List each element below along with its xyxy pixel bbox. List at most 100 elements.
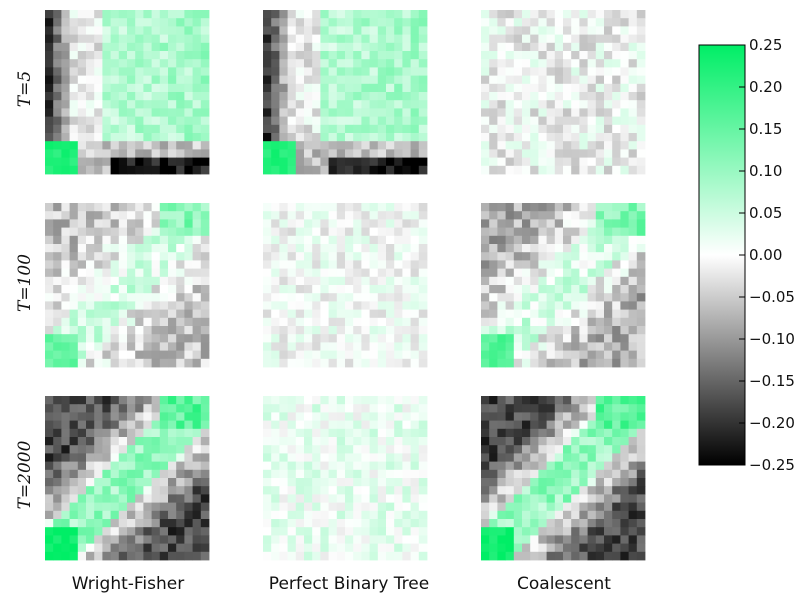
heatmap-cell — [369, 252, 379, 261]
heatmap-cell — [200, 133, 210, 142]
heatmap-cell — [86, 10, 95, 19]
heatmap-cell — [320, 116, 329, 126]
heatmap-cell — [394, 59, 403, 68]
heatmap-cell — [86, 92, 95, 101]
heatmap-cell — [402, 10, 411, 19]
heatmap-cell — [192, 51, 202, 60]
heatmap-cell — [604, 396, 613, 405]
heatmap-cell — [369, 342, 379, 351]
heatmap-cell — [102, 334, 111, 343]
heatmap-cell — [571, 124, 580, 134]
heatmap-cell — [118, 51, 128, 60]
heatmap-cell — [353, 301, 362, 310]
heatmap-cell — [554, 219, 564, 228]
heatmap-cell — [481, 244, 490, 253]
heatmap-cell — [143, 301, 152, 310]
heatmap-cell — [636, 133, 646, 142]
heatmap-cell — [336, 59, 346, 68]
heatmap-cell — [320, 445, 329, 454]
heatmap-cell — [636, 108, 646, 117]
heatmap-cell — [143, 42, 152, 52]
heatmap-cell — [110, 437, 120, 446]
heatmap-cell — [636, 551, 646, 561]
heatmap-cell — [636, 350, 646, 360]
heatmap-cell — [563, 165, 572, 175]
heatmap-cell — [279, 510, 288, 520]
heatmap-cell — [386, 445, 395, 454]
heatmap-cell — [377, 317, 387, 327]
heatmap-cell — [513, 502, 523, 512]
heatmap-cell — [102, 100, 111, 109]
heatmap-cell — [271, 18, 280, 27]
heatmap-cell — [563, 211, 572, 220]
heatmap-cell — [45, 461, 54, 471]
heatmap-cell — [295, 453, 305, 462]
heatmap-cell — [287, 404, 297, 413]
heatmap-cell — [135, 75, 144, 85]
heatmap-cell — [522, 18, 531, 27]
heatmap-cell — [571, 494, 580, 503]
heatmap-cell — [184, 510, 193, 520]
heatmap-cell — [86, 211, 95, 220]
heatmap-cell — [579, 285, 588, 294]
heatmap-cell — [579, 412, 588, 421]
heatmap-cell — [386, 133, 395, 142]
heatmap-cell — [377, 83, 387, 93]
heatmap-cell — [377, 18, 387, 27]
heatmap-cell — [320, 83, 329, 93]
heatmap-cell — [604, 203, 613, 212]
heatmap-cell — [45, 342, 54, 351]
heatmap-cell — [402, 326, 411, 335]
heatmap-cell — [418, 461, 428, 471]
heatmap-cell — [135, 486, 144, 495]
heatmap-cell — [636, 141, 646, 150]
heatmap-cell — [628, 469, 638, 479]
heatmap-cell — [489, 334, 498, 343]
heatmap-cell — [563, 342, 572, 351]
heatmap-cell — [571, 165, 580, 175]
heatmap-cell — [263, 404, 272, 413]
heatmap-cell — [271, 317, 280, 327]
heatmap-cell — [53, 18, 62, 27]
heatmap-cell — [110, 108, 120, 117]
heatmap-cell — [151, 358, 161, 368]
heatmap-cell — [328, 211, 338, 220]
heatmap-cell — [320, 350, 329, 360]
heatmap-cell — [102, 10, 111, 19]
heatmap-cell — [271, 535, 280, 544]
heatmap-cell — [279, 428, 288, 438]
heatmap-cell — [418, 244, 428, 253]
heatmap-cell — [345, 527, 354, 536]
heatmap-cell — [159, 268, 169, 278]
heatmap-cell — [184, 404, 193, 413]
heatmap-cell — [200, 141, 210, 150]
heatmap-cell — [320, 42, 329, 52]
heatmap-cell — [530, 494, 539, 503]
heatmap-cell — [386, 75, 395, 85]
heatmap-cell — [530, 317, 539, 327]
heatmap-cell — [563, 252, 572, 261]
heatmap-cell — [571, 543, 580, 553]
heatmap-cell — [386, 396, 395, 405]
heatmap-cell — [312, 486, 321, 495]
heatmap-cell — [636, 149, 646, 158]
heatmap-cell — [168, 519, 177, 528]
heatmap-cell — [563, 412, 572, 421]
heatmap-cell — [377, 535, 387, 544]
heatmap-cell — [271, 203, 280, 212]
heatmap-cell — [45, 527, 54, 536]
heatmap-cell — [345, 227, 354, 237]
heatmap-cell — [192, 141, 202, 150]
heatmap-cell — [530, 133, 539, 142]
heatmap-cell — [522, 358, 531, 368]
heatmap-cell — [538, 293, 547, 302]
heatmap-cell — [554, 412, 564, 421]
heatmap-cell — [86, 235, 95, 245]
heatmap-cell — [563, 149, 572, 158]
heatmap-cell — [505, 211, 515, 220]
heatmap-cell — [402, 116, 411, 126]
heatmap-cell — [489, 108, 498, 117]
heatmap-cell — [489, 519, 498, 528]
heatmap-cell — [418, 301, 428, 310]
heatmap-cell — [554, 83, 564, 93]
